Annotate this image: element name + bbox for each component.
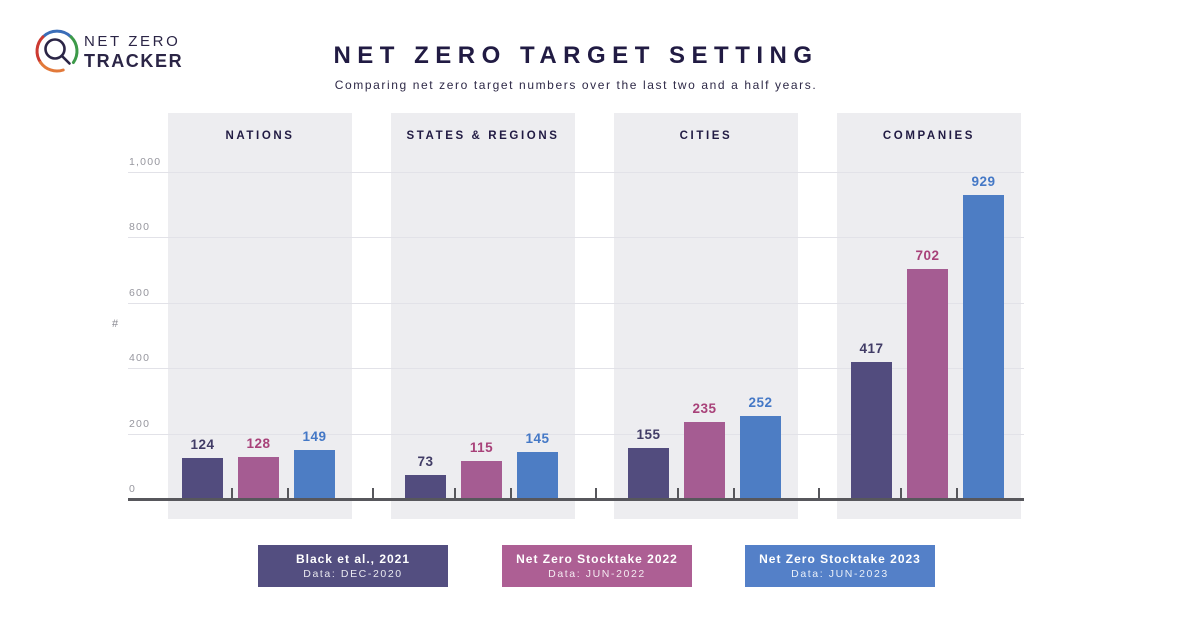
bar [461, 461, 502, 499]
gridline [128, 302, 1024, 304]
bar [684, 422, 725, 499]
bar [907, 269, 948, 499]
brand-logo: NET ZERO TRACKER [33, 27, 182, 75]
legend-title: Black et al., 2021 [295, 552, 411, 566]
bar-value-label: 124 [190, 437, 215, 453]
axis-tick [732, 488, 735, 499]
bar-value-label: 145 [525, 430, 550, 446]
y-tick-label: 200 [129, 417, 151, 430]
axis-tick [594, 488, 597, 499]
bar [405, 475, 446, 499]
bar-value-label: 115 [469, 440, 494, 456]
bar-value-label: 149 [302, 429, 327, 445]
bar [182, 458, 223, 499]
bar [851, 362, 892, 499]
bar-value-label: 929 [971, 173, 996, 189]
axis-tick [453, 488, 456, 499]
category-label: STATES & REGIONS [406, 130, 560, 142]
gridline [128, 368, 1024, 369]
category-label: CITIES [679, 130, 733, 142]
bar [963, 194, 1004, 499]
bar-value-label: 155 [636, 427, 661, 443]
bar-value-label: 417 [859, 341, 884, 357]
legend-item-stocktake-2022: Net Zero Stocktake 2022 Data: JUN-2022 [502, 545, 692, 587]
bar-value-label: 252 [748, 395, 773, 411]
page-subtitle: Comparing net zero target numbers over t… [334, 78, 818, 92]
page-title: NET ZERO TARGET SETTING [333, 42, 819, 69]
legend-title: Net Zero Stocktake 2023 [759, 552, 921, 566]
legend-item-stocktake-2023: Net Zero Stocktake 2023 Data: JUN-2023 [745, 545, 935, 587]
bar-value-label: 235 [692, 401, 717, 417]
bar-value-label: 73 [417, 454, 434, 470]
bar-value-label: 702 [915, 248, 940, 264]
y-axis-title: # [112, 318, 119, 330]
bar-value-label: 128 [246, 436, 271, 452]
y-tick-label: 600 [129, 286, 151, 299]
y-tick-label: 1,000 [129, 155, 162, 168]
legend-subtitle: Data: DEC-2020 [303, 568, 403, 580]
legend-subtitle: Data: JUN-2022 [548, 568, 646, 580]
axis-tick [955, 488, 958, 499]
bar [628, 448, 669, 499]
axis-tick [286, 488, 289, 499]
category-panel: NATIONS [168, 113, 352, 519]
gridline [128, 171, 1024, 173]
brand-name-line1: NET ZERO [84, 33, 181, 50]
category-label: COMPANIES [882, 130, 976, 142]
bar [238, 457, 279, 499]
gridline [128, 237, 1024, 238]
magnifier-ring-icon [35, 29, 79, 73]
axis-tick [676, 488, 679, 499]
axis-tick [899, 488, 902, 499]
brand-name-line2: TRACKER [84, 51, 184, 71]
brand-text: NET ZERO TRACKER [84, 33, 183, 72]
legend-subtitle: Data: JUN-2023 [791, 568, 889, 580]
axis-tick [509, 488, 512, 499]
bar [294, 450, 335, 499]
bar [517, 451, 558, 499]
y-tick-label: 400 [129, 352, 151, 364]
legend-item-black-2021: Black et al., 2021 Data: DEC-2020 [258, 545, 448, 587]
bar [740, 416, 781, 499]
category-label: NATIONS [225, 130, 295, 142]
x-axis-line [128, 498, 1024, 501]
axis-tick [230, 488, 233, 499]
y-tick-label: 0 [129, 483, 137, 495]
legend-title: Net Zero Stocktake 2022 [516, 552, 678, 566]
axis-tick [817, 488, 820, 499]
category-panel: STATES & REGIONS [391, 113, 575, 519]
gridline [128, 433, 1024, 435]
y-tick-label: 800 [129, 221, 151, 233]
axis-tick [371, 488, 374, 499]
